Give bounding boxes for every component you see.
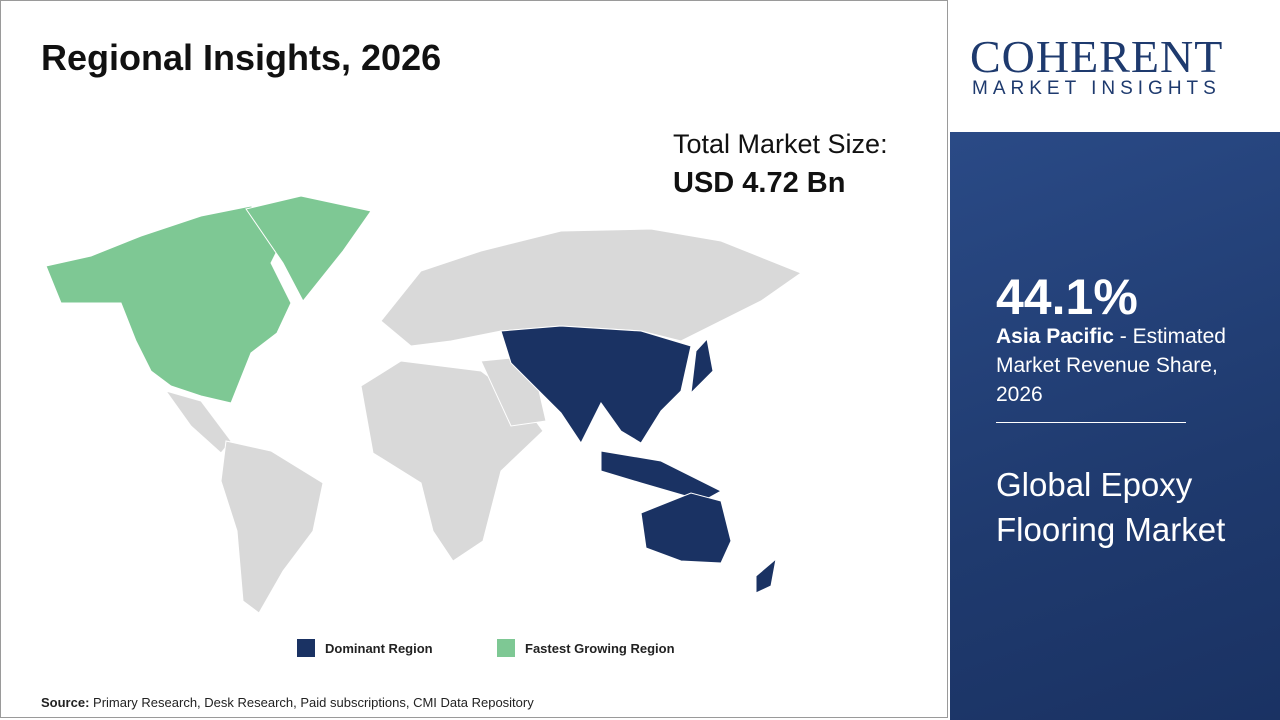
europe-russia — [380, 228, 803, 347]
africa — [360, 360, 544, 562]
share-description: Asia Pacific - Estimated Market Revenue … — [996, 322, 1246, 409]
legend-swatch — [297, 639, 315, 657]
indonesia — [600, 450, 723, 502]
legend-swatch — [497, 639, 515, 657]
south-america — [220, 440, 324, 614]
asia — [500, 325, 692, 444]
description: - Estimated Market Revenue Share, 2026 — [996, 325, 1226, 406]
greenland — [245, 195, 372, 302]
legend-label: Fastest Growing Region — [525, 640, 675, 656]
new-zealand — [755, 557, 777, 594]
region-name: Asia Pacific — [996, 325, 1114, 348]
market-size-label: Total Market Size: — [673, 129, 888, 159]
australia — [640, 492, 732, 564]
legend-item: Dominant Region — [297, 639, 433, 657]
divider — [996, 422, 1186, 423]
source-text: Primary Research, Desk Research, Paid su… — [89, 695, 534, 710]
world-map — [45, 195, 803, 614]
logo: COHERENT MARKET INSIGHTS — [950, 0, 1280, 132]
north-america — [45, 205, 292, 404]
logo-name: COHERENT — [970, 31, 1224, 82]
market-name: Global Epoxy Flooring Market — [996, 466, 1226, 548]
source-label: Source: — [41, 695, 90, 710]
source: Source: Primary Research, Desk Research,… — [41, 695, 534, 710]
content-area: Regional Insights, 2026 Total Market Siz… — [0, 0, 948, 718]
highlight-panel: 44.1% Asia Pacific - Estimated Market Re… — [950, 132, 1280, 720]
logo-tagline: MARKET INSIGHTS — [972, 78, 1221, 99]
legend-item: Fastest Growing Region — [497, 639, 675, 657]
legend-label: Dominant Region — [325, 640, 433, 656]
share-value: 44.1% — [996, 269, 1138, 325]
japan — [690, 337, 714, 395]
market-size-value: USD 4.72 Bn — [673, 167, 846, 199]
side-panel: COHERENT MARKET INSIGHTS 44.1% Asia Paci… — [950, 0, 1280, 720]
title: Regional Insights, 2026 — [41, 37, 442, 78]
